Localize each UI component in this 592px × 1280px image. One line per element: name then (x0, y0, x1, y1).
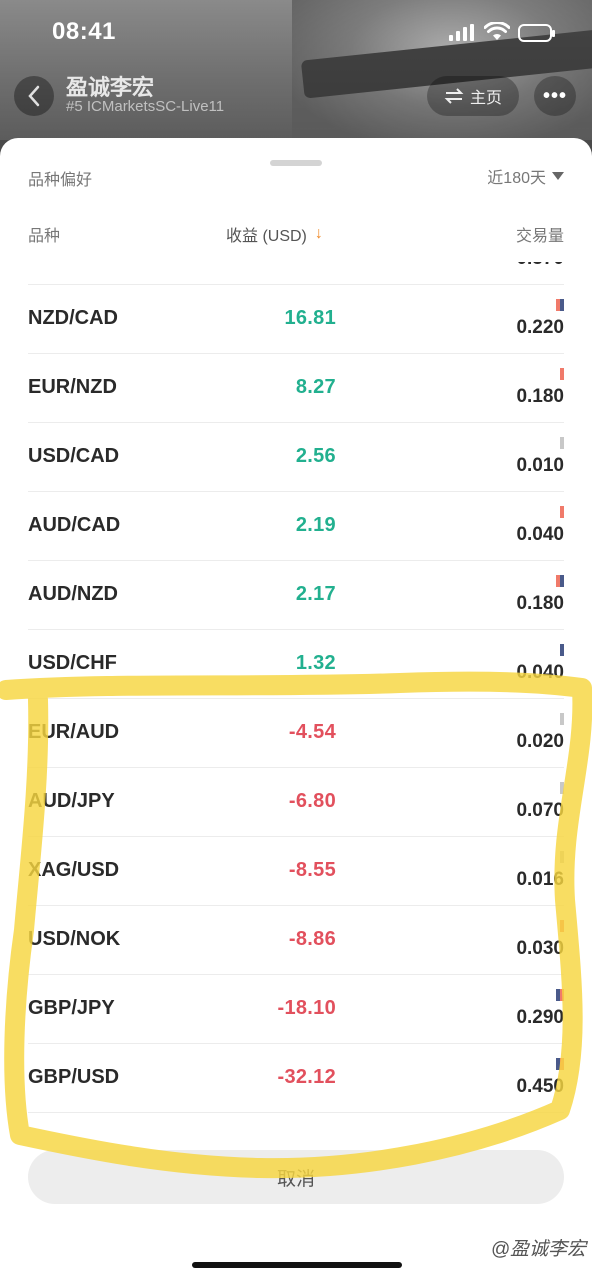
volume-bar (556, 575, 564, 587)
cancel-button[interactable]: 取消 (28, 1150, 564, 1204)
symbol-name: USD/CHF (28, 652, 117, 674)
symbol-row[interactable]: EUR/AUD -4.54 0.020 (28, 699, 564, 768)
symbol-name: GBP/USD (28, 1066, 120, 1088)
more-icon: ••• (542, 84, 567, 107)
volume-bar (556, 989, 564, 1001)
sheet-grabber[interactable] (270, 160, 322, 166)
symbol-preference-sheet: 品种偏好 近180天 品种 收益 (USD) ↓ 交易量 EUR/USD23.8… (0, 138, 592, 1280)
more-button[interactable]: ••• (534, 76, 576, 116)
symbol-volume: 0.070 (516, 800, 564, 821)
symbol-name: EUR/AUD (28, 721, 120, 743)
symbol-row[interactable]: AUD/JPY -6.80 0.070 (28, 768, 564, 837)
symbol-volume: 0.030 (516, 938, 564, 959)
symbol-list[interactable]: EUR/USD23.870.370 NZD/CAD 16.81 0.220 EUR/NZ… (28, 262, 564, 1134)
wifi-icon (483, 21, 511, 47)
symbol-profit: -4.54 (288, 721, 336, 743)
caret-down-icon (552, 172, 564, 180)
volume-bar (560, 920, 564, 932)
symbol-row[interactable]: USD/CAD 2.56 0.010 (28, 423, 564, 492)
symbol-profit: 16.81 (284, 307, 336, 329)
symbol-profit: 2.19 (295, 514, 336, 536)
chevron-left-icon (28, 85, 40, 107)
range-label: 近180天 (487, 170, 546, 187)
symbol-volume: 0.180 (516, 386, 564, 407)
symbol-name: EUR/NZD (28, 376, 117, 398)
range-dropdown[interactable]: 近180天 (487, 164, 564, 188)
symbol-row[interactable]: EUR/USD23.870.370 (28, 262, 564, 285)
column-header-profit-label: 收益 (USD) (226, 228, 307, 245)
symbol-list-inner: EUR/USD23.870.370 NZD/CAD 16.81 0.220 EUR/NZ… (28, 262, 564, 1113)
symbol-row[interactable]: XAG/USD -8.55 0.016 (28, 837, 564, 906)
symbol-name: AUD/CAD (28, 514, 121, 536)
symbol-volume: 0.180 (516, 593, 564, 614)
symbol-row[interactable]: GBP/USD -32.12 0.450 (28, 1044, 564, 1113)
volume-bar (560, 782, 564, 794)
symbol-name: USD/CAD (28, 445, 120, 467)
symbol-row[interactable]: USD/NOK -8.86 0.030 (28, 906, 564, 975)
sort-descending-icon: ↓ (314, 225, 323, 242)
symbol-volume: 0.010 (516, 455, 564, 476)
symbol-profit: 2.17 (295, 583, 336, 605)
symbol-profit: -18.10 (277, 997, 336, 1019)
symbol-volume: 0.040 (516, 524, 564, 545)
battery-icon (518, 24, 555, 42)
symbol-row[interactable]: USD/CHF 1.32 0.040 (28, 630, 564, 699)
account-server: #5 ICMarketsSC-Live11 (66, 98, 225, 115)
symbol-name: XAG/USD (28, 859, 120, 881)
symbol-volume: 0.220 (516, 317, 564, 338)
symbol-name: AUD/JPY (28, 790, 115, 812)
symbol-name: USD/NOK (28, 928, 121, 950)
symbol-volume: 0.290 (516, 1007, 564, 1028)
symbol-row[interactable]: EUR/NZD 8.27 0.180 (28, 354, 564, 423)
cellular-signal-icon (449, 24, 474, 41)
volume-bar (560, 713, 564, 725)
swap-icon (444, 88, 464, 104)
column-header-profit[interactable]: 收益 (USD) ↓ (226, 222, 323, 246)
symbol-row[interactable]: AUD/NZD 2.17 0.180 (28, 561, 564, 630)
home-button-label: 主页 (469, 90, 502, 107)
symbol-row[interactable]: AUD/CAD 2.19 0.040 (28, 492, 564, 561)
symbol-volume: 0.020 (516, 731, 564, 752)
symbol-row[interactable]: NZD/CAD 16.81 0.220 (28, 285, 564, 354)
symbol-profit: -6.80 (288, 790, 336, 812)
symbol-name: GBP/JPY (28, 997, 115, 1019)
watermark: @盈诚李宏 (490, 1239, 586, 1260)
volume-bar (556, 1058, 564, 1070)
column-header-volume: 交易量 (515, 228, 564, 245)
symbol-profit: 8.27 (295, 376, 336, 398)
symbol-name: AUD/NZD (28, 583, 118, 605)
symbol-profit: -8.55 (288, 859, 336, 881)
column-header-symbol: 品种 (28, 228, 61, 245)
symbol-volume: 0.370 (516, 262, 564, 270)
symbol-profit: 2.56 (295, 445, 336, 467)
home-indicator (192, 1262, 402, 1268)
home-button[interactable]: 主页 (427, 76, 519, 116)
volume-bar (560, 851, 564, 863)
background-photo (292, 0, 592, 140)
volume-bar (560, 437, 564, 449)
symbol-profit: 1.32 (295, 652, 336, 674)
status-bar: 08:41 (0, 0, 592, 66)
symbol-profit: -8.86 (288, 928, 336, 950)
symbol-profit: -32.12 (277, 1066, 336, 1088)
symbol-row[interactable]: GBP/JPY -18.10 0.290 (28, 975, 564, 1044)
symbol-volume: 0.450 (516, 1076, 564, 1097)
back-button[interactable] (14, 76, 54, 116)
volume-bar (556, 299, 564, 311)
volume-bar (560, 368, 564, 380)
symbol-name: NZD/CAD (28, 307, 118, 329)
volume-bar (560, 644, 564, 656)
symbol-volume: 0.040 (516, 662, 564, 683)
account-name: 盈诚李宏 (66, 75, 155, 100)
status-time: 08:41 (52, 18, 116, 45)
volume-bar (560, 506, 564, 518)
sheet-title: 品种偏好 (28, 172, 93, 189)
symbol-volume: 0.016 (516, 869, 564, 890)
